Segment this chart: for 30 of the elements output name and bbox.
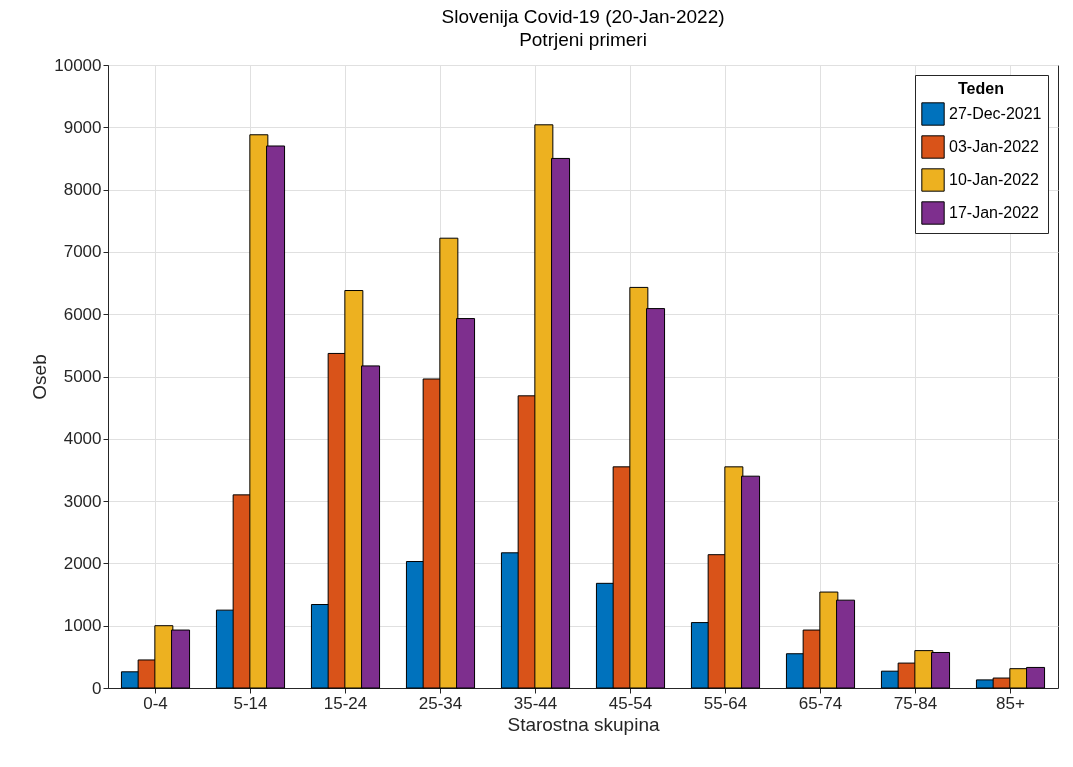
x-tick-label: 45-54 — [608, 693, 653, 713]
y-tick-label: 4000 — [63, 429, 102, 449]
y-tick-label: 9000 — [63, 117, 102, 137]
y-tick-label: 8000 — [63, 180, 102, 200]
x-tick-label: 25-34 — [418, 693, 463, 713]
x-tick-label: 5-14 — [233, 693, 268, 713]
legend-label: 17-Jan-2022 — [949, 204, 1039, 221]
y-tick-label: 2000 — [63, 553, 102, 573]
x-tick-label: 65-74 — [798, 693, 843, 713]
chart-title: Slovenija Covid-19 (20-Jan-2022) — [441, 6, 725, 27]
y-tick-label: 0 — [92, 678, 102, 698]
legend-label: 27-Dec-2021 — [949, 105, 1042, 122]
legend-label: 10-Jan-2022 — [949, 171, 1039, 188]
x-tick-label: 0-4 — [143, 693, 168, 713]
y-tick-label: 7000 — [63, 242, 102, 262]
x-tick-label: 15-24 — [323, 693, 368, 713]
x-tick-label: 85+ — [996, 693, 1025, 713]
x-tick-label: 35-44 — [513, 693, 558, 713]
y-tick-label: 5000 — [63, 367, 102, 386]
chart-subtitle: Potrjeni primeri — [519, 29, 647, 50]
y-tick-label: 10000 — [54, 55, 102, 75]
y-tick-label: 3000 — [63, 491, 102, 511]
legend-label: 03-Jan-2022 — [949, 138, 1039, 155]
x-tick-label: 55-64 — [703, 693, 748, 713]
y-tick-label: 6000 — [63, 304, 102, 324]
legend-title: Teden — [958, 80, 1004, 97]
y-tick-label: 1000 — [63, 616, 102, 636]
x-tick-label: 75-84 — [893, 693, 938, 713]
x-axis-title: Starostna skupina — [507, 713, 660, 735]
y-axis-title: Oseb — [29, 354, 51, 400]
